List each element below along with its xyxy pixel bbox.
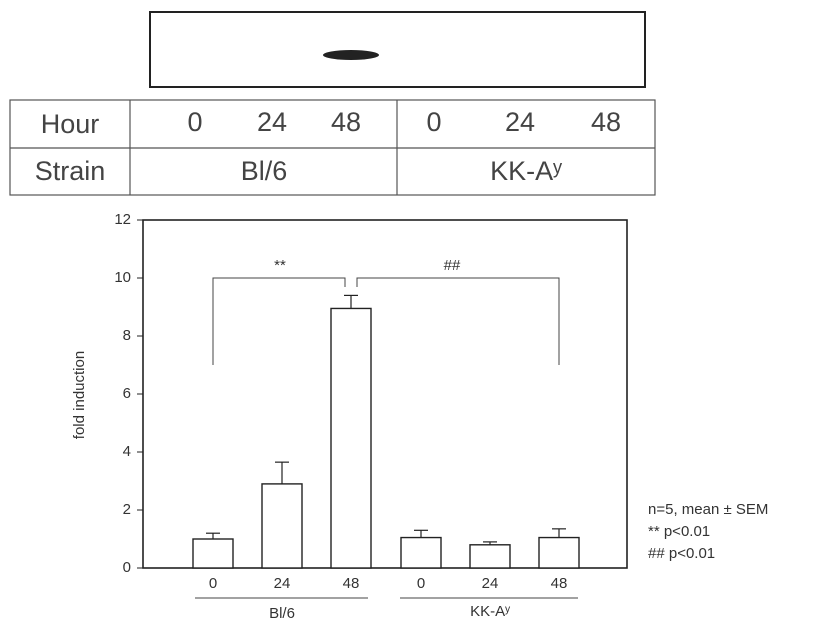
table-cell: 48: [591, 107, 621, 137]
table-cell: 0: [426, 107, 441, 137]
table-cell: Bl/6: [241, 156, 288, 186]
blot-band: [323, 50, 379, 60]
x-tick-label: 24: [482, 575, 499, 592]
figure: Hour 0 24 48 0 24 48 Strain Bl/6 KK-Aʸ f…: [0, 0, 814, 624]
y-tick-label: 12: [114, 211, 131, 228]
y-axis-label: fold induction: [71, 351, 88, 439]
blot-frame: [150, 12, 645, 87]
note: ** p<0.01: [648, 523, 710, 540]
bar: [193, 539, 233, 568]
x-tick-label: 0: [209, 575, 217, 592]
note: n=5, mean ± SEM: [648, 501, 768, 518]
significance-bracket: [213, 278, 559, 365]
table-cell: Strain: [35, 156, 106, 186]
table-cell: KK-Aʸ: [490, 156, 562, 186]
annotation: **: [274, 257, 286, 274]
note: ## p<0.01: [648, 545, 715, 562]
y-tick-label: 6: [123, 385, 131, 402]
bar: [262, 484, 302, 568]
y-tick-label: 0: [123, 559, 131, 576]
group-label: Bl/6: [269, 605, 295, 622]
table-cell: 48: [331, 107, 361, 137]
y-tick-label: 10: [114, 269, 131, 286]
x-tick-label: 48: [551, 575, 568, 592]
bar: [470, 545, 510, 568]
table-cell: 24: [505, 107, 535, 137]
bar: [401, 538, 441, 568]
page: {"table": {"rows": [["Hour", "0", "24", …: [0, 0, 814, 624]
bar: [331, 308, 371, 568]
y-tick-label: 2: [123, 501, 131, 518]
x-tick-label: 0: [417, 575, 425, 592]
table-cell: 24: [257, 107, 287, 137]
bar: [539, 538, 579, 568]
annotation: ##: [444, 257, 461, 274]
table-cell: Hour: [41, 109, 100, 139]
x-tick-label: 48: [343, 575, 360, 592]
y-tick-label: 4: [123, 443, 131, 460]
plot-frame: [143, 220, 627, 568]
group-label: KK-Aʸ: [470, 603, 510, 620]
y-tick-label: 8: [123, 327, 131, 344]
x-tick-label: 24: [274, 575, 291, 592]
table-cell: 0: [187, 107, 202, 137]
